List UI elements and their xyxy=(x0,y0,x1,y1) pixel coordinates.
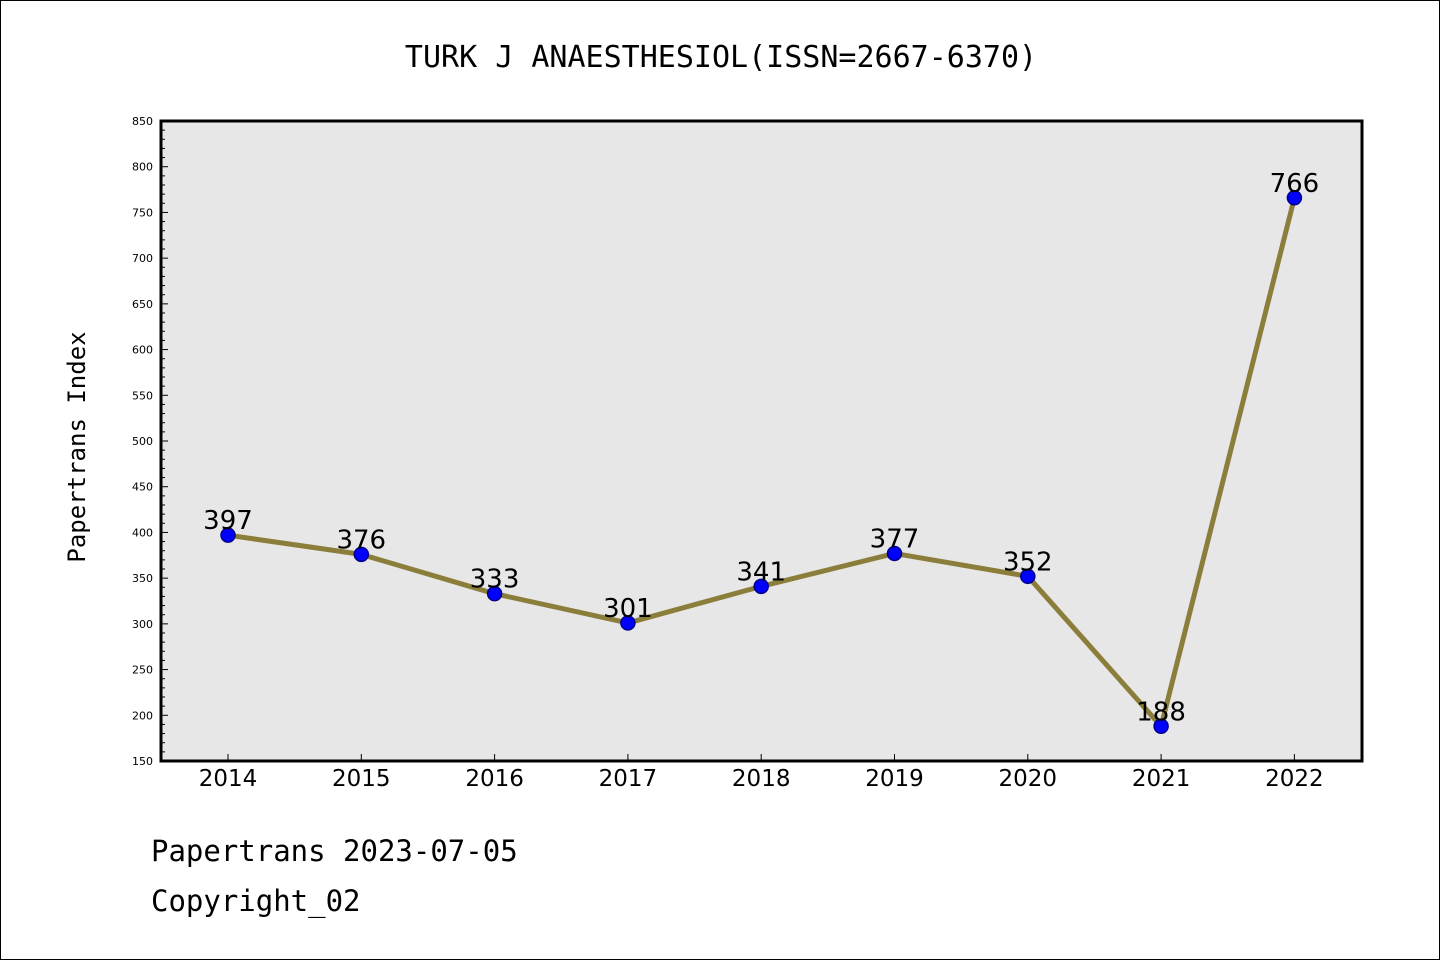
y-tick-label: 250 xyxy=(132,664,153,677)
data-point-marker xyxy=(353,546,370,563)
footer-date: Papertrans 2023-07-05 xyxy=(151,834,518,868)
x-axis: 2014 2015 2016 2017 2018 2019 2020 2021 2022 xyxy=(199,754,1324,792)
y-tick-label: 800 xyxy=(132,161,153,174)
data-label: 766 xyxy=(1270,169,1320,199)
data-label: 377 xyxy=(870,524,920,554)
data-label: 301 xyxy=(603,594,653,624)
chart-title: TURK J ANAESTHESIOL(ISSN=2667-6370) xyxy=(405,40,1037,75)
y-tick-label: 400 xyxy=(132,526,153,539)
y-tick-label: 850 xyxy=(132,115,153,128)
y-tick-label: 150 xyxy=(132,755,153,768)
data-label: 333 xyxy=(470,565,520,595)
x-tick-label: 2014 xyxy=(199,766,258,792)
footer-copyright: Copyright_02 xyxy=(151,884,361,918)
data-point-marker xyxy=(486,585,503,602)
y-tick-label: 450 xyxy=(132,481,153,494)
x-tick-label: 2020 xyxy=(999,766,1058,792)
data-point-marker xyxy=(220,527,236,543)
y-tick-label: 700 xyxy=(132,252,153,265)
data-label: 188 xyxy=(1136,697,1186,727)
x-tick-label: 2017 xyxy=(599,766,658,792)
data-point-marker xyxy=(1153,718,1169,735)
y-tick-label: 750 xyxy=(132,206,153,219)
data-point-marker xyxy=(753,578,769,595)
y-axis-label: Papertrans Index xyxy=(63,331,91,562)
plot-area xyxy=(159,119,1364,763)
x-tick-label: 2015 xyxy=(332,766,391,792)
y-axis: 150 200 250 300 350 400 450 500 550 600 650 700 750 8… xyxy=(132,115,168,768)
y-tick-label: 550 xyxy=(132,389,153,402)
data-point-marker xyxy=(620,615,636,631)
x-tick-label: 2018 xyxy=(732,766,791,792)
data-point-marker xyxy=(1020,568,1036,585)
data-point-marker xyxy=(1286,190,1303,206)
data-label: 341 xyxy=(736,557,786,587)
data-point-marker xyxy=(886,545,903,562)
data-label: 376 xyxy=(336,525,386,555)
y-tick-label: 500 xyxy=(132,435,153,448)
y-tick-label: 600 xyxy=(132,344,153,357)
x-tick-label: 2021 xyxy=(1132,766,1191,792)
y-tick-label: 650 xyxy=(132,298,153,311)
x-tick-label: 2022 xyxy=(1265,766,1324,792)
data-label: 352 xyxy=(1003,547,1053,577)
x-tick-label: 2019 xyxy=(865,766,924,792)
y-tick-label: 350 xyxy=(132,572,153,585)
y-tick-label: 200 xyxy=(132,709,153,722)
y-tick-label: 300 xyxy=(132,618,153,631)
data-label: 397 xyxy=(203,506,253,536)
x-tick-label: 2016 xyxy=(465,766,524,792)
data-label-group: 397 376 333 301 341 377 352 188 766 xyxy=(203,169,1319,727)
marker-group xyxy=(220,190,1303,735)
